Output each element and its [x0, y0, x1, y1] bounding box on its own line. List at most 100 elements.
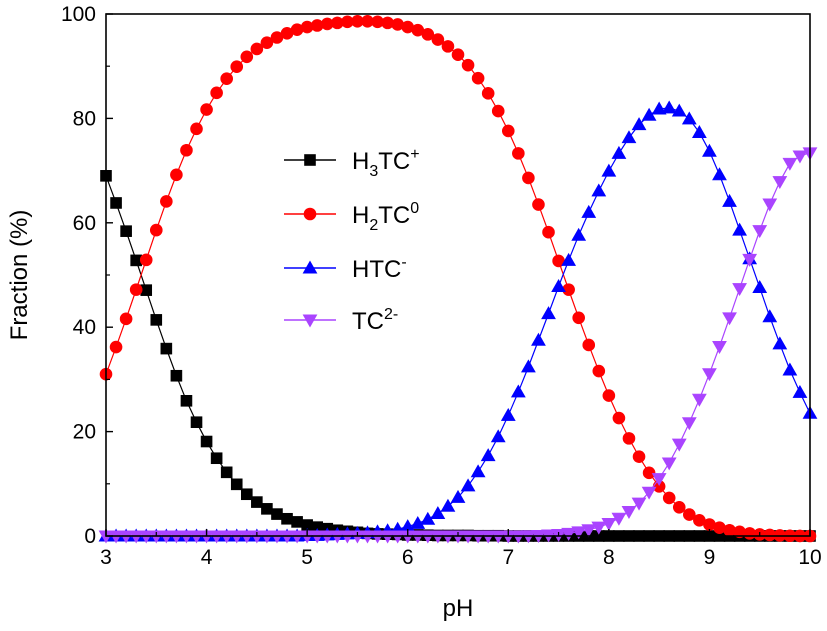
data-point — [581, 204, 597, 218]
data-point — [180, 143, 193, 157]
data-point — [601, 163, 617, 177]
data-point — [561, 527, 577, 541]
series-1 — [99, 15, 817, 543]
data-point — [642, 466, 656, 480]
y-tick-label: 40 — [73, 316, 96, 339]
series-line — [106, 107, 811, 537]
data-point — [572, 311, 585, 325]
data-point — [329, 530, 345, 544]
x-tick-label: 4 — [201, 546, 213, 569]
data-point — [732, 283, 747, 297]
data-point — [661, 100, 677, 114]
data-point — [732, 222, 747, 236]
data-point — [491, 104, 505, 118]
data-point — [571, 227, 587, 241]
series-line — [105, 175, 810, 537]
data-point — [480, 530, 496, 544]
data-point — [602, 389, 616, 402]
y-tick-label: 0 — [84, 525, 96, 548]
data-point — [420, 530, 436, 544]
data-point — [681, 111, 697, 125]
data-point — [110, 197, 122, 209]
legend-marker — [302, 260, 318, 274]
data-point — [702, 143, 717, 157]
data-point — [190, 122, 203, 136]
data-point — [792, 384, 808, 398]
data-point — [160, 195, 173, 208]
data-point — [360, 530, 375, 544]
data-point — [582, 338, 596, 352]
data-point — [792, 150, 808, 164]
legend-item: TC2- — [284, 306, 398, 335]
x-tick-label: 6 — [402, 546, 414, 569]
data-point — [691, 125, 707, 138]
data-point — [591, 521, 607, 535]
series-3 — [98, 147, 818, 544]
data-point — [200, 103, 213, 116]
data-point — [671, 103, 687, 117]
legend: H3TC+ H2TC0 HTC- TC2- — [284, 146, 420, 335]
data-point — [671, 438, 687, 452]
data-point — [160, 342, 173, 355]
data-point — [430, 530, 446, 544]
data-point — [672, 500, 686, 514]
data-point — [662, 491, 676, 505]
data-point — [632, 450, 646, 463]
data-point — [118, 530, 134, 544]
data-point — [269, 530, 285, 544]
data-point — [138, 530, 154, 544]
x-tick-label: 7 — [502, 546, 514, 569]
data-point — [158, 530, 174, 544]
data-point — [481, 87, 495, 100]
data-point — [712, 341, 727, 354]
data-point — [561, 252, 577, 266]
data-point — [251, 496, 263, 508]
data-point — [441, 40, 455, 53]
data-point — [249, 530, 265, 544]
data-point — [250, 42, 264, 56]
data-point — [501, 124, 515, 138]
data-point — [460, 478, 476, 492]
data-point — [772, 176, 788, 190]
data-point — [129, 283, 143, 296]
data-point — [510, 384, 526, 398]
data-point — [702, 368, 717, 382]
data-point — [542, 225, 555, 239]
data-point — [220, 466, 233, 479]
data-point — [490, 530, 506, 544]
x-tick-label: 9 — [704, 546, 716, 569]
data-point — [691, 393, 707, 407]
data-point — [241, 488, 253, 501]
data-point — [289, 530, 305, 544]
data-point — [430, 506, 446, 520]
data-point — [180, 395, 193, 407]
data-point — [621, 506, 637, 519]
data-point — [461, 58, 475, 72]
data-point — [240, 50, 254, 64]
data-point — [471, 71, 485, 85]
data-point — [139, 253, 153, 267]
data-point — [541, 306, 556, 320]
data-point — [370, 530, 385, 544]
data-point — [421, 28, 435, 41]
legend-label: TC2- — [352, 306, 398, 335]
data-point — [460, 530, 476, 544]
data-point — [219, 530, 235, 544]
data-point — [189, 530, 204, 544]
data-point — [120, 225, 132, 237]
data-point — [681, 417, 697, 431]
data-point — [128, 530, 144, 544]
data-point — [209, 530, 225, 544]
y-tick-label: 100 — [61, 3, 96, 26]
data-point — [742, 253, 758, 267]
legend-label: H2TC0 — [352, 200, 419, 234]
y-tick-label: 80 — [73, 107, 96, 130]
data-point — [500, 407, 516, 421]
data-point — [210, 86, 223, 100]
data-point — [149, 223, 163, 237]
data-point — [410, 515, 426, 529]
data-point — [150, 314, 163, 326]
x-tick-label: 8 — [603, 546, 615, 569]
data-point — [281, 512, 293, 525]
